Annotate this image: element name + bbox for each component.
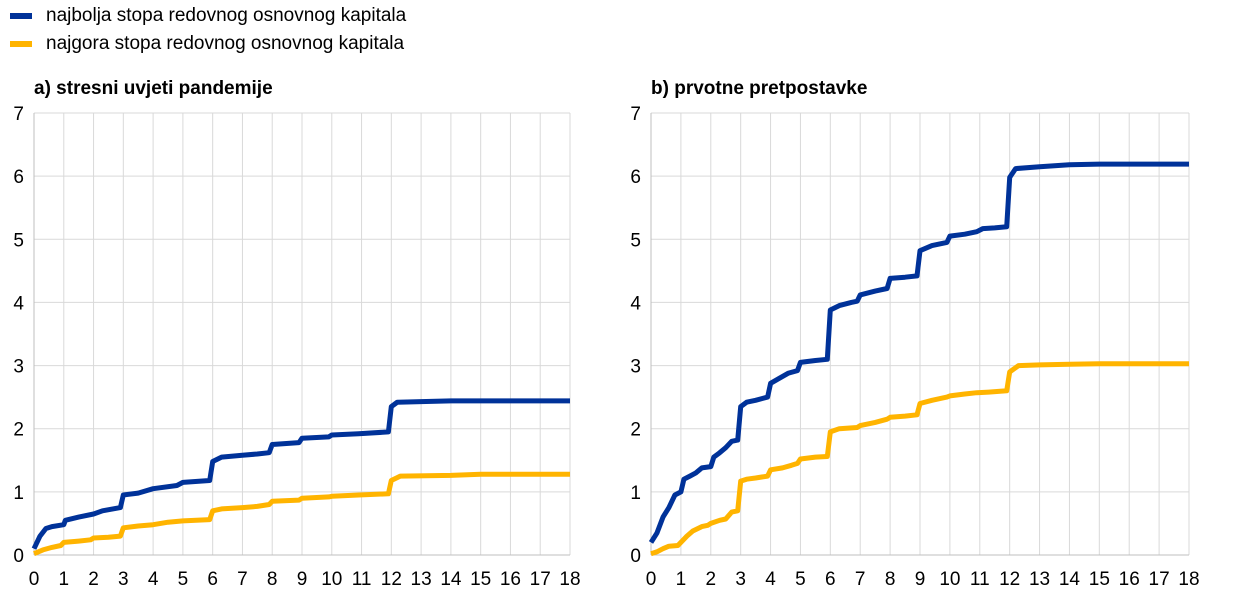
x-tick-label-a: 13 bbox=[411, 569, 432, 590]
x-tick-label-b: 18 bbox=[1178, 569, 1199, 590]
y-tick-label-a: 7 bbox=[13, 104, 24, 125]
y-tick-label-b: 5 bbox=[630, 230, 641, 251]
x-tick-label-b: 13 bbox=[1029, 569, 1050, 590]
series-line-worst-a bbox=[33, 471, 570, 556]
y-tick-label-a: 0 bbox=[13, 546, 24, 567]
x-tick-label-a: 10 bbox=[321, 569, 342, 590]
legend-item-best: najbolja stopa redovnog osnovnog kapital… bbox=[6, 2, 406, 30]
x-tick-label-a: 6 bbox=[207, 569, 218, 590]
x-tick-label-a: 12 bbox=[381, 569, 402, 590]
y-tick-label-a: 6 bbox=[13, 167, 24, 188]
series-line-best-b bbox=[648, 161, 1189, 544]
legend-label-worst: najgora stopa redovnog osnovnog kapitala bbox=[46, 33, 405, 54]
x-tick-label-a: 17 bbox=[530, 569, 551, 590]
y-tick-label-b: 2 bbox=[630, 420, 641, 441]
y-tick-label-a: 2 bbox=[13, 420, 24, 441]
legend-swatch-worst bbox=[10, 41, 32, 47]
x-tick-label-a: 5 bbox=[178, 569, 189, 590]
y-tick-label-b: 0 bbox=[630, 546, 641, 567]
x-tick-label-a: 11 bbox=[352, 569, 372, 590]
x-tick-label-b: 15 bbox=[1089, 569, 1110, 590]
x-tick-label-b: 10 bbox=[939, 569, 960, 590]
legend-swatch-best bbox=[10, 13, 32, 19]
chart-title-a: a) stresni uvjeti pandemije bbox=[34, 78, 273, 99]
x-tick-label-a: 8 bbox=[267, 569, 278, 590]
chart-title-b: b) prvotne pretpostavke bbox=[651, 78, 868, 99]
x-tick-label-b: 5 bbox=[795, 569, 806, 590]
y-tick-label-b: 4 bbox=[630, 293, 641, 314]
y-tick-label-b: 6 bbox=[630, 167, 641, 188]
x-tick-label-a: 7 bbox=[237, 569, 248, 590]
x-tick-label-b: 17 bbox=[1149, 569, 1170, 590]
x-tick-label-b: 16 bbox=[1119, 569, 1140, 590]
y-tick-label-b: 3 bbox=[630, 357, 641, 378]
x-tick-label-b: 11 bbox=[970, 569, 990, 590]
legend: najbolja stopa redovnog osnovnog kapital… bbox=[6, 2, 406, 58]
x-tick-label-b: 3 bbox=[735, 569, 746, 590]
x-tick-label-b: 4 bbox=[765, 569, 776, 590]
x-tick-label-a: 14 bbox=[440, 569, 462, 590]
y-tick-label-a: 3 bbox=[13, 357, 24, 378]
series-line-worst-b bbox=[650, 361, 1189, 557]
y-tick-label-a: 5 bbox=[13, 230, 24, 251]
x-tick-label-a: 0 bbox=[29, 569, 40, 590]
y-tick-label-a: 4 bbox=[13, 293, 24, 314]
x-tick-label-b: 1 bbox=[676, 569, 687, 590]
legend-item-worst: najgora stopa redovnog osnovnog kapitala bbox=[6, 30, 406, 58]
x-tick-label-a: 18 bbox=[559, 569, 580, 590]
y-tick-label-b: 7 bbox=[630, 104, 641, 125]
x-tick-label-a: 2 bbox=[88, 569, 99, 590]
x-tick-label-b: 12 bbox=[999, 569, 1020, 590]
y-tick-label-b: 1 bbox=[630, 483, 641, 504]
x-tick-label-b: 14 bbox=[1059, 569, 1081, 590]
x-tick-label-b: 8 bbox=[885, 569, 896, 590]
x-tick-label-a: 4 bbox=[148, 569, 159, 590]
x-tick-label-a: 1 bbox=[58, 569, 69, 590]
legend-label-best: najbolja stopa redovnog osnovnog kapital… bbox=[46, 5, 407, 26]
x-tick-label-b: 7 bbox=[855, 569, 866, 590]
x-tick-label-b: 2 bbox=[705, 569, 716, 590]
series-line-best-a bbox=[31, 398, 570, 550]
x-tick-label-a: 15 bbox=[470, 569, 491, 590]
y-tick-label-a: 1 bbox=[13, 483, 24, 504]
x-tick-label-b: 0 bbox=[646, 569, 657, 590]
x-tick-label-a: 3 bbox=[118, 569, 129, 590]
x-tick-label-b: 6 bbox=[825, 569, 836, 590]
x-tick-label-b: 9 bbox=[915, 569, 926, 590]
x-tick-label-a: 9 bbox=[297, 569, 308, 590]
x-tick-label-a: 16 bbox=[500, 569, 521, 590]
